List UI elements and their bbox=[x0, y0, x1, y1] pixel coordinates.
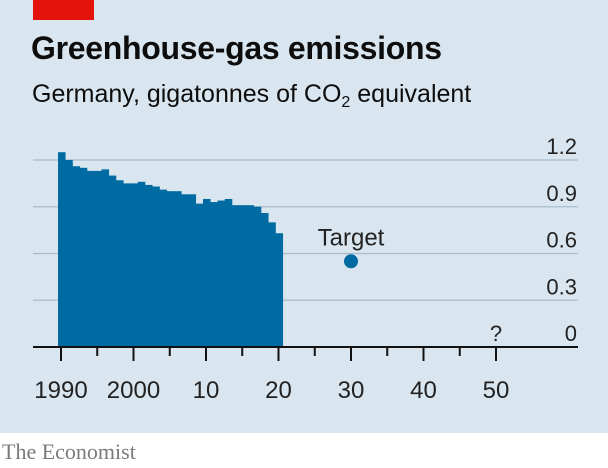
bar-2019 bbox=[268, 222, 276, 347]
bar-2014 bbox=[232, 205, 240, 347]
bar-2007 bbox=[181, 194, 189, 347]
bar-2013 bbox=[224, 198, 233, 347]
bar-2010 bbox=[203, 198, 211, 347]
bar-2008 bbox=[188, 194, 197, 347]
bar-2004 bbox=[159, 189, 168, 347]
labels: 0 0.3 0.6 0.9 1.2 1990 2000 10 20 30 40 50 Target? bbox=[34, 134, 577, 404]
x-tick-label: 30 bbox=[338, 377, 365, 404]
x-tick-label: 50 bbox=[483, 377, 510, 404]
bar-2016 bbox=[246, 205, 255, 347]
bar-1991 bbox=[65, 160, 73, 347]
chart-title: Greenhouse-gas emissions bbox=[31, 30, 442, 66]
bar-2011 bbox=[210, 202, 218, 347]
bar-2001 bbox=[137, 181, 146, 347]
chart-subtitle: Germany, gigatonnes of CO2 equivalent bbox=[32, 80, 472, 111]
y-tick-label: 0.9 bbox=[546, 181, 577, 206]
bar-2002 bbox=[145, 184, 153, 347]
bar-1998 bbox=[116, 180, 124, 347]
subtitle-subscript: 2 bbox=[341, 94, 351, 111]
bar-1992 bbox=[72, 166, 81, 347]
brand-red-tab bbox=[33, 0, 94, 20]
x-tick-label: 1990 bbox=[34, 377, 87, 404]
target-label: Target bbox=[318, 224, 385, 251]
x-tick-label: 2000 bbox=[107, 377, 160, 404]
bar-2009 bbox=[195, 203, 204, 347]
y-tick-label: 0 bbox=[565, 321, 577, 346]
chart-plot: 0 0.3 0.6 0.9 1.2 1990 2000 10 20 30 40 50 Target? bbox=[33, 134, 578, 404]
bar-2017 bbox=[253, 206, 262, 347]
bar-2020 bbox=[275, 233, 284, 347]
y-tick-label: 0.6 bbox=[546, 228, 577, 253]
x-tick-label: 40 bbox=[410, 377, 437, 404]
subtitle-prefix: Germany, gigatonnes of CO bbox=[32, 80, 342, 108]
y-tick-label: 0.3 bbox=[546, 274, 577, 299]
x-axis bbox=[33, 346, 578, 361]
bar-2006 bbox=[174, 191, 182, 347]
target-point bbox=[344, 254, 358, 269]
bar-2012 bbox=[217, 200, 226, 347]
bar-1999 bbox=[123, 183, 131, 347]
bar-2000 bbox=[130, 183, 139, 347]
bar-2018 bbox=[261, 212, 269, 347]
bar-2003 bbox=[152, 186, 160, 347]
bar-1993 bbox=[79, 167, 88, 347]
bar-2015 bbox=[239, 205, 247, 347]
bar-1996 bbox=[101, 169, 110, 347]
bar-1990 bbox=[58, 152, 66, 347]
bar-1994 bbox=[87, 170, 95, 347]
bar-1997 bbox=[108, 175, 117, 347]
subtitle-suffix: equivalent bbox=[350, 80, 472, 108]
bar-1995 bbox=[94, 170, 102, 347]
y-tick-label: 1.2 bbox=[546, 134, 577, 159]
x-tick-label: 20 bbox=[265, 377, 292, 404]
bars bbox=[58, 152, 284, 347]
source-credit: The Economist bbox=[2, 439, 136, 464]
x-tick-label: 10 bbox=[193, 377, 220, 404]
unknown-marker-label: ? bbox=[490, 321, 502, 346]
bar-2005 bbox=[166, 191, 175, 347]
